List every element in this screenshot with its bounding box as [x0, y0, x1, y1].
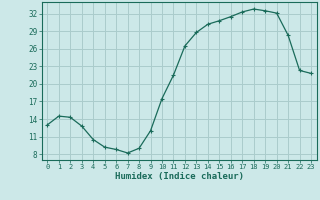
X-axis label: Humidex (Indice chaleur): Humidex (Indice chaleur) [115, 172, 244, 181]
